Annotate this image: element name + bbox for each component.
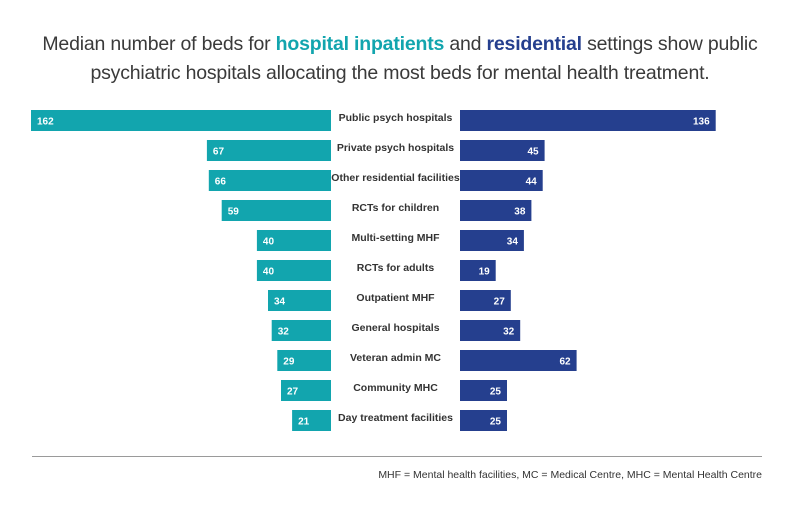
category-label-9: Community MHC [353,382,438,394]
bar-label-hospital-10: 21 [298,417,310,428]
bar-label-hospital-8: 29 [283,357,295,368]
bar-label-hospital-3: 59 [228,207,240,218]
title-part2: and [444,33,487,55]
bar-residential-4 [460,230,524,251]
bar-label-residential-4: 34 [507,237,519,248]
bar-label-hospital-9: 27 [287,387,299,398]
bar-label-hospital-7: 32 [278,327,290,338]
category-label-1: Private psych hospitals [337,142,454,154]
category-label-2: Other residential facilities [331,172,460,184]
bar-label-hospital-2: 66 [215,177,227,188]
title-part1: Median number of beds for [42,33,276,55]
bar-residential-6 [460,290,511,311]
bar-residential-1 [460,140,545,161]
category-label-10: Day treatment facilities [338,412,453,424]
title-highlight-hospital: hospital inpatients [275,33,445,55]
bar-residential-5 [460,260,496,281]
bar-label-residential-2: 44 [526,177,538,188]
bar-hospital-7 [271,320,331,341]
bar-residential-3 [460,200,532,221]
bar-label-residential-8: 62 [559,357,571,368]
category-label-8: Veteran admin MC [350,352,441,364]
bar-label-residential-5: 19 [479,267,491,278]
title-part3: settings show public [581,33,758,55]
bar-residential-0 [460,110,716,131]
bar-hospital-0 [31,110,331,131]
title-highlight-residential: residential [486,33,583,55]
bar-hospital-1 [206,140,331,161]
category-label-4: Multi-setting MHF [351,232,440,244]
bar-label-hospital-4: 40 [263,237,275,248]
bar-label-hospital-1: 67 [213,147,225,158]
bar-hospital-6 [268,290,331,311]
bar-label-residential-6: 27 [494,297,506,308]
bar-hospital-10 [292,410,331,431]
bar-residential-2 [460,170,543,191]
bar-label-residential-3: 38 [514,207,526,218]
bar-hospital-5 [256,260,331,281]
bar-label-residential-0: 136 [693,117,710,128]
category-label-6: Outpatient MHF [356,292,435,304]
bar-label-hospital-5: 40 [263,267,275,278]
bar-residential-7 [460,320,521,341]
bar-hospital-4 [256,230,331,251]
bar-label-residential-10: 25 [490,417,502,428]
bar-residential-10 [460,410,507,431]
bar-residential-9 [460,380,507,401]
bar-hospital-3 [221,200,331,221]
chart-title: Median number of beds for hospital inpat… [40,30,760,88]
bar-hospital-2 [208,170,331,191]
footnote-divider [32,456,762,457]
category-label-7: General hospitals [351,322,439,334]
bar-hospital-9 [281,380,331,401]
category-label-3: RCTs for children [352,202,439,214]
footnote: MHF = Mental health facilities, MC = Med… [378,469,762,481]
bar-label-hospital-6: 34 [274,297,286,308]
category-label-5: RCTs for adults [357,262,435,274]
title-line2: psychiatric hospitals allocating the mos… [90,62,710,84]
bar-label-residential-7: 32 [503,327,515,338]
bar-hospital-8 [277,350,331,371]
bar-label-residential-1: 45 [527,147,539,158]
bar-label-residential-9: 25 [490,387,502,398]
bar-label-hospital-0: 162 [37,117,54,128]
bar-residential-8 [460,350,577,371]
category-label-0: Public psych hospitals [339,112,453,124]
